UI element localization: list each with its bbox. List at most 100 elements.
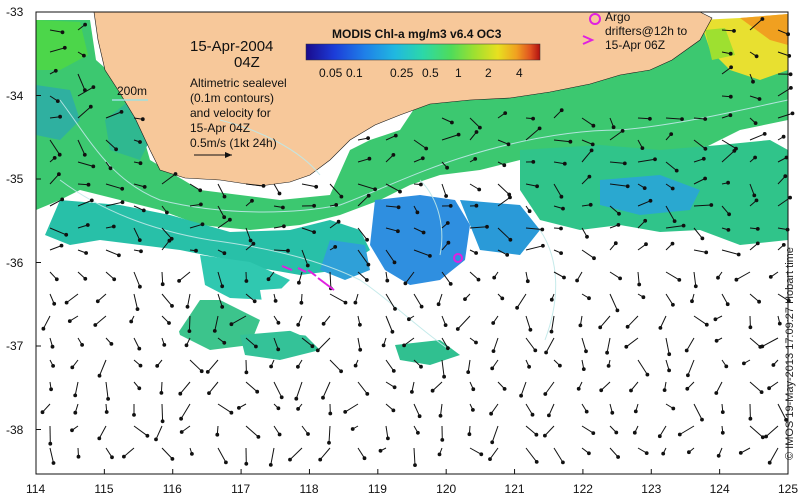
- velocity-arrow-head: [420, 156, 425, 161]
- velocity-arrow-head: [559, 226, 563, 231]
- velocity-arrow-head: [89, 198, 94, 203]
- argo-drifter-tracks: [281, 265, 335, 291]
- velocity-arrow: [544, 381, 555, 395]
- velocity-arrow: [609, 183, 628, 187]
- velocity-arrow: [441, 337, 449, 349]
- colorbar: [305, 43, 541, 61]
- velocity-arrow-head: [677, 432, 682, 437]
- velocity-arrow-head: [343, 410, 348, 414]
- velocity-arrow-head: [588, 202, 593, 207]
- velocity-arrow-head: [396, 229, 400, 234]
- y-axis-label: -35: [6, 172, 24, 186]
- velocity-arrow: [665, 293, 674, 306]
- velocity-arrow-head: [353, 363, 358, 368]
- velocity-arrow: [553, 139, 571, 143]
- velocity-arrow-head: [537, 126, 542, 131]
- velocity-arrow-head: [477, 187, 482, 192]
- velocity-arrow: [161, 240, 170, 251]
- velocity-arrow-head: [229, 322, 234, 327]
- velocity-arrow-head: [403, 281, 408, 286]
- velocity-arrow-head: [670, 186, 675, 191]
- velocity-arrow-head: [114, 147, 118, 152]
- velocity-arrow-head: [558, 363, 562, 368]
- velocity-arrow: [548, 403, 555, 416]
- velocity-arrow-head: [122, 454, 126, 459]
- velocity-arrow: [217, 447, 227, 463]
- velocity-arrow: [161, 293, 173, 307]
- velocity-arrow-head: [215, 432, 220, 437]
- velocity-arrow-head: [119, 110, 124, 114]
- velocity-arrow-head: [365, 237, 370, 242]
- velocity-arrow-head: [277, 191, 282, 196]
- x-axis-ticks: [35, 469, 789, 474]
- velocity-arrow-head: [391, 408, 396, 413]
- velocity-arrow: [319, 447, 331, 460]
- velocity-arrow: [49, 227, 67, 236]
- velocity-arrow-head: [768, 275, 773, 279]
- velocity-arrow-head: [709, 203, 714, 207]
- velocity-arrow-head: [288, 457, 292, 462]
- velocity-arrow: [317, 337, 331, 351]
- velocity-arrow: [133, 293, 138, 310]
- velocity-arrow-head: [598, 325, 603, 330]
- velocity-arrow-head: [80, 343, 84, 347]
- velocity-arrow-head: [138, 161, 143, 166]
- velocity-arrow-head: [82, 53, 86, 58]
- velocity-arrow-head: [667, 352, 672, 357]
- velocity-arrow: [208, 381, 219, 394]
- velocity-arrow: [77, 139, 86, 156]
- velocity-arrow-head: [703, 146, 708, 151]
- x-axis-label: 117: [231, 482, 251, 496]
- velocity-arrow: [49, 47, 65, 53]
- velocity-arrow: [693, 227, 703, 239]
- velocity-arrow: [715, 381, 723, 394]
- velocity-arrow: [295, 381, 303, 399]
- velocity-arrow-head: [393, 133, 398, 138]
- velocity-arrow: [301, 183, 317, 188]
- velocity-arrow-head: [415, 210, 420, 215]
- velocity-arrow: [581, 337, 587, 352]
- info-block: Altimetric sealevel (0.1m contours) and …: [190, 76, 287, 151]
- velocity-arrow: [637, 359, 648, 375]
- velocity-arrow-head: [788, 72, 793, 77]
- velocity-arrow: [357, 158, 370, 163]
- velocity-arrow: [637, 271, 640, 285]
- velocity-arrow-head: [84, 251, 88, 255]
- velocity-arrow: [777, 112, 793, 119]
- velocity-arrow-head: [446, 240, 451, 245]
- velocity-arrow: [161, 271, 164, 285]
- velocity-arrow-head: [471, 387, 476, 392]
- velocity-arrow: [497, 196, 511, 207]
- velocity-arrow-head: [159, 391, 164, 395]
- velocity-arrow-head: [177, 279, 182, 283]
- velocity-arrow-head: [641, 295, 646, 300]
- velocity-arrow-head: [781, 243, 786, 247]
- velocity-arrow-head: [97, 436, 102, 441]
- velocity-arrow: [693, 249, 707, 253]
- velocity-arrow-head: [424, 146, 429, 151]
- velocity-arrow-head: [60, 30, 65, 35]
- velocity-arrow-head: [110, 455, 114, 460]
- velocity-arrow-head: [704, 322, 709, 327]
- velocity-arrow-head: [640, 146, 645, 151]
- velocity-arrow-head: [544, 350, 548, 355]
- velocity-arrow: [777, 51, 790, 57]
- velocity-arrow: [749, 183, 755, 196]
- velocity-arrow-head: [578, 323, 583, 328]
- velocity-arrow-head: [587, 451, 591, 456]
- velocity-arrow-head: [129, 319, 134, 324]
- velocity-arrow-head: [617, 211, 621, 216]
- velocity-arrow-head: [444, 194, 449, 198]
- date-label: 15-Apr-2004: [190, 38, 274, 55]
- velocity-arrow-head: [57, 172, 61, 177]
- velocity-arrow-head: [160, 282, 165, 287]
- colorbar-tick-label: 0.5: [422, 66, 439, 80]
- velocity-arrow-head: [541, 243, 545, 248]
- velocity-arrow: [665, 225, 684, 229]
- velocity-arrow-head: [671, 406, 676, 411]
- velocity-arrow: [762, 337, 779, 347]
- velocity-arrow: [270, 447, 275, 465]
- velocity-arrow-head: [296, 407, 301, 411]
- velocity-arrow-head: [790, 111, 795, 116]
